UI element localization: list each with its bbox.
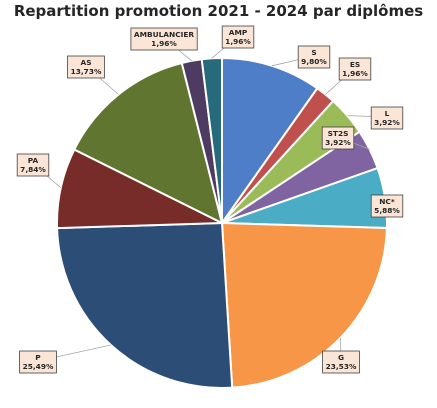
chart-title: Repartition promotion 2021 - 2024 par di… [13,2,424,20]
pie-slice-as [72,61,224,225]
data-label: S9,80% [297,45,331,69]
slice-category-label: ES [350,60,360,69]
data-label: P25,49% [19,350,57,374]
slice-percent-label: 1,96% [151,39,177,48]
data-label: ES1,96% [338,57,372,81]
slice-percent-label: 23,53% [326,362,357,371]
data-label-box [297,45,331,69]
slice-percent-label: 1,96% [225,37,251,46]
slice-percent-label: 9,80% [301,57,327,66]
data-label-box [370,194,404,218]
data-label-box [67,55,105,79]
data-label: G23,53% [322,350,360,374]
data-label: L3,92% [370,106,404,130]
pie-slice-p [56,221,234,389]
pie-slice-g [220,221,388,389]
data-label: PA7,84% [16,153,50,177]
slice-category-label: PA [28,156,39,165]
slice-category-label: AS [80,58,91,67]
slice-category-label: AMP [229,28,248,37]
slice-category-label: ST2S [328,129,349,138]
slice-category-label: S [311,48,316,57]
slice-percent-label: 7,84% [20,165,46,174]
slice-percent-label: 5,88% [374,206,400,215]
data-label-box [16,153,50,177]
slice-percent-label: 25,49% [23,362,54,371]
data-label-box [370,106,404,130]
slice-category-label: P [35,353,41,362]
data-label: NC*5,88% [370,194,404,218]
slice-category-label: G [338,353,344,362]
slice-percent-label: 3,92% [325,138,351,147]
data-labels: S9,80% ES1,96%L3,92%ST2S3,92%NC*5,88%G23,… [16,25,404,374]
data-label-box [130,27,198,51]
slice-category-label: NC* [379,197,395,206]
data-label-box [221,25,255,49]
data-label-box [19,350,57,374]
data-label-box [338,57,372,81]
slice-category-label: L [385,109,390,118]
data-label-box [321,126,355,150]
slices-layer [56,56,388,389]
data-label-box [322,350,360,374]
slice-percent-label: 1,96% [342,69,368,78]
slice-category-label: AMBULANCIER [134,30,195,39]
slice-percent-label: 3,92% [374,118,400,127]
slice-percent-label: 13,73% [71,67,102,76]
